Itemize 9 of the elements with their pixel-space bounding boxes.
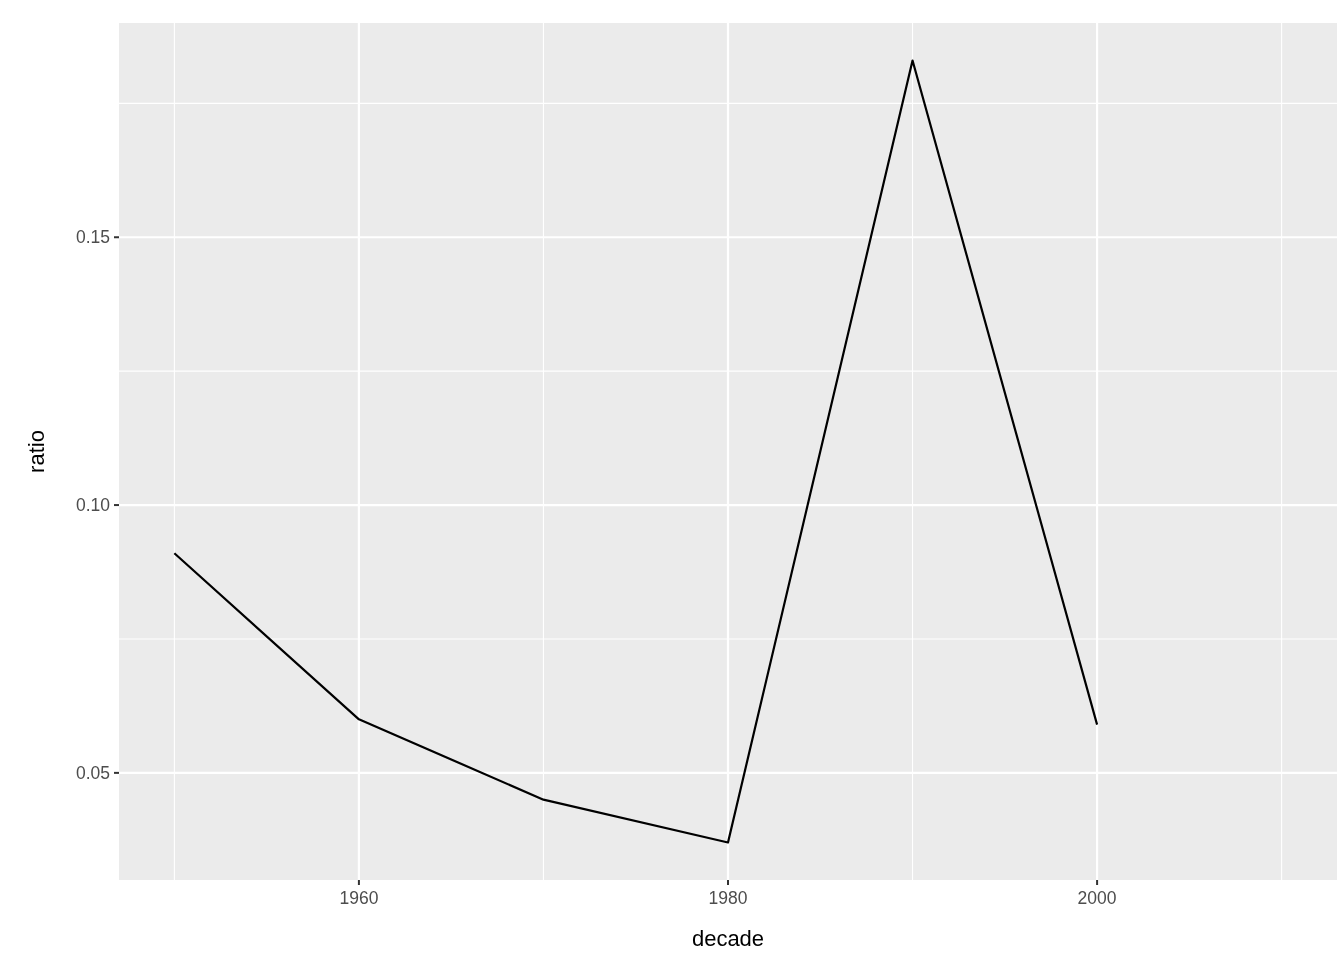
- x-tick-label: 1960: [339, 888, 379, 908]
- y-tick-label: 0.05: [75, 763, 110, 783]
- line-series: [173, 59, 1099, 844]
- y-tick-label: 0.10: [75, 495, 111, 516]
- x-tick-label: 2000: [1077, 888, 1117, 908]
- x-tick-label: 1980: [708, 888, 748, 908]
- x-axis-title: decade: [691, 926, 765, 951]
- y-axis-title: ratio: [24, 430, 49, 473]
- y-tick-label: 0.15: [75, 227, 110, 248]
